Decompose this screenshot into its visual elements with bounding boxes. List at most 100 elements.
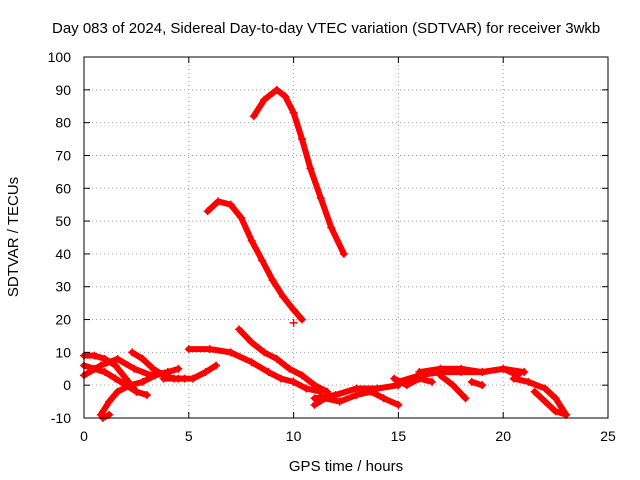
data-point: [264, 368, 273, 377]
data-point: [390, 374, 399, 383]
axis-ticks: 0 5 10 15 20 25 -10 0 10 20 30 40 50 60 70 80 90 100: [48, 49, 616, 444]
data-point: [247, 338, 256, 347]
data-point: [427, 377, 436, 386]
data-point: [247, 236, 256, 245]
data-point: [394, 400, 403, 409]
data-point: [478, 368, 487, 377]
data-point: [367, 387, 376, 396]
data-point: [105, 410, 114, 419]
data-point: [509, 374, 518, 383]
y-tick-label: -10: [51, 410, 71, 426]
data-point: [111, 374, 120, 383]
data-point: [436, 371, 445, 380]
series-trace: [204, 198, 305, 323]
series-trace: [236, 326, 331, 395]
series-trace: [250, 86, 347, 257]
data-point: [478, 381, 487, 390]
series-arc-late-7: [467, 377, 487, 390]
data-point: [260, 348, 269, 357]
data-point: [272, 85, 281, 94]
data-point: [96, 361, 105, 370]
series-arc-flat-1: [184, 345, 325, 396]
data-point: [289, 108, 298, 117]
y-tick-label: 60: [55, 180, 71, 196]
data-point: [138, 354, 147, 363]
series-arc-late-9: [530, 387, 571, 419]
series-arc-high-peak: [249, 85, 348, 258]
data-point: [113, 354, 122, 363]
data-point: [126, 381, 135, 390]
data-point: [448, 381, 457, 390]
data-point: [90, 351, 99, 360]
data-point: [541, 397, 550, 406]
series-arc-mid-tail: [289, 318, 298, 327]
data-point: [268, 276, 277, 285]
y-tick-label: 30: [55, 279, 71, 295]
data-point: [203, 207, 212, 216]
data-point: [214, 197, 223, 206]
data-point: [316, 194, 325, 203]
series-arc-late-2: [310, 387, 403, 409]
data-point: [520, 368, 529, 377]
data-point: [373, 384, 382, 393]
y-tick-label: 20: [55, 312, 71, 328]
data-point: [335, 397, 344, 406]
data-point: [310, 400, 319, 409]
data-point: [297, 135, 306, 144]
data-point: [306, 164, 315, 173]
y-tick-label: 10: [55, 344, 71, 360]
data-point: [149, 364, 158, 373]
data-point: [113, 387, 122, 396]
data-point: [272, 354, 281, 363]
data-point: [562, 410, 571, 419]
data-point: [289, 377, 298, 386]
data-point: [530, 387, 539, 396]
y-tick-label: 70: [55, 147, 71, 163]
x-tick-label: 10: [286, 428, 302, 444]
x-axis-label: GPS time / hours: [289, 458, 403, 475]
data-point: [402, 381, 411, 390]
data-point: [302, 384, 311, 393]
data-point: [289, 305, 298, 314]
data-point: [541, 384, 550, 393]
data-point: [237, 213, 246, 222]
data-point: [327, 223, 336, 232]
x-tick-label: 5: [185, 428, 193, 444]
y-tick-label: 90: [55, 82, 71, 98]
data-point: [130, 364, 139, 373]
data-point: [205, 345, 214, 354]
data-point: [524, 377, 533, 386]
data-point: [100, 368, 109, 377]
data-point: [352, 391, 361, 400]
data-point: [235, 325, 244, 334]
y-tick-label: 50: [55, 213, 71, 229]
data-point: [258, 256, 267, 265]
data-point: [289, 318, 298, 327]
data-point: [321, 394, 330, 403]
data-point: [138, 377, 147, 386]
x-tick-label: 25: [600, 428, 616, 444]
grid: [84, 57, 608, 418]
data-point: [159, 374, 168, 383]
data-point: [226, 348, 235, 357]
x-tick-label: 0: [80, 428, 88, 444]
data-point: [394, 377, 403, 386]
data-point: [174, 364, 183, 373]
data-point: [277, 374, 286, 383]
data-point: [247, 358, 256, 367]
data-point: [105, 397, 114, 406]
data-point: [339, 249, 348, 258]
chart-title: Day 083 of 2024, Sidereal Day-to-day VTE…: [52, 20, 600, 37]
series-arc-early-7: [159, 361, 221, 383]
data-point: [297, 371, 306, 380]
data-point: [281, 92, 290, 101]
data-point: [285, 364, 294, 373]
data-point: [212, 361, 221, 370]
series-arc-early-4: [96, 368, 172, 419]
data-point: [415, 368, 424, 377]
y-tick-label: 80: [55, 115, 71, 131]
data-point: [142, 391, 151, 400]
data-point: [457, 364, 466, 373]
y-tick-label: 40: [55, 246, 71, 262]
